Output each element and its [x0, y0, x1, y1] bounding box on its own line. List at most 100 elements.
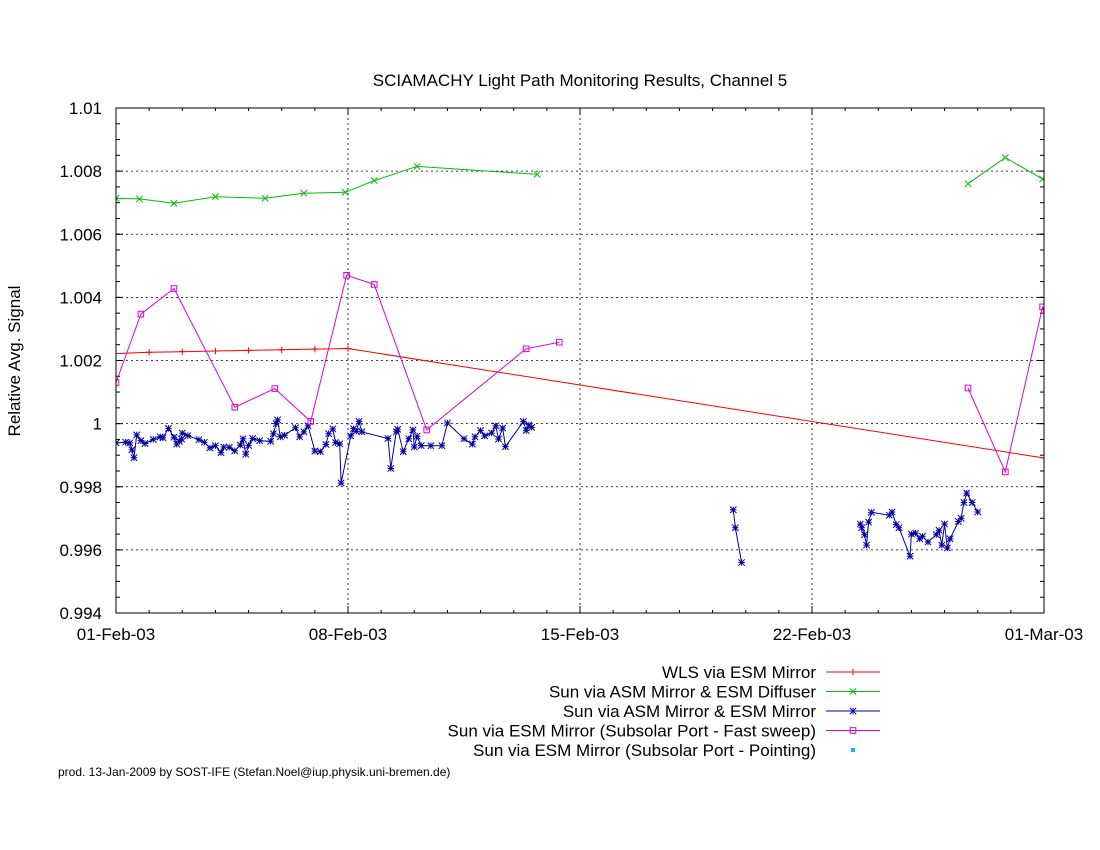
data-point: [533, 170, 541, 178]
data-point: [170, 285, 178, 292]
data-point: [410, 443, 418, 451]
data-point: [399, 448, 407, 456]
data-point: [347, 432, 355, 440]
data-point: [856, 520, 864, 528]
legend-label: Sun via ESM Mirror (Subsolar Port - Fast…: [448, 722, 816, 741]
series-1: [116, 345, 1044, 462]
x-tick-label: 01-Feb-03: [77, 625, 155, 644]
data-point: [245, 347, 252, 354]
data-point: [907, 530, 915, 538]
data-point: [413, 162, 421, 170]
data-point: [888, 508, 896, 516]
data-point: [394, 425, 402, 433]
series-4: [116, 271, 1044, 476]
data-point: [225, 443, 233, 451]
x-axis: 01-Feb-03 08-Feb-03 15-Feb-03 22-Feb-03 01-M…: [77, 108, 1083, 644]
data-point: [1039, 303, 1044, 311]
data-point: [236, 441, 244, 449]
data-point: [946, 535, 954, 543]
data-point: [269, 430, 277, 438]
data-point: [370, 177, 378, 185]
data-point: [729, 506, 737, 514]
data-point: [322, 440, 330, 449]
y-tick-label: 1.002: [59, 352, 102, 371]
data-point: [156, 433, 164, 441]
data-point: [499, 424, 507, 432]
data-point: [343, 271, 350, 279]
data-point: [492, 422, 500, 430]
data-point: [170, 199, 178, 207]
data-point: [963, 489, 971, 497]
data-point: [145, 349, 153, 356]
data-point: [126, 439, 134, 447]
data-point: [849, 687, 857, 696]
data-point: [211, 442, 219, 450]
data-point: [278, 346, 285, 353]
data-point: [206, 444, 214, 452]
data-point: [358, 428, 366, 436]
data-point: [116, 379, 120, 386]
data-point: [271, 385, 279, 392]
data-point: [304, 422, 312, 430]
series-line: [116, 274, 560, 431]
data-point: [849, 727, 857, 734]
data-point: [974, 508, 982, 516]
data-point: [122, 438, 130, 446]
data-point: [300, 189, 308, 197]
data-point: [387, 464, 395, 472]
data-point: [135, 195, 144, 203]
data-point: [336, 440, 344, 448]
x-tick-label: 22-Feb-03: [773, 625, 851, 644]
footer-credit: prod. 13-Jan-2009 by SOST-IFE (Stefan.No…: [58, 765, 450, 779]
y-tick-label: 1.008: [59, 162, 102, 181]
data-point: [938, 541, 946, 549]
series-line: [967, 157, 1044, 185]
data-point: [133, 431, 141, 439]
data-point: [116, 350, 120, 357]
data-point: [957, 514, 965, 522]
data-point: [220, 443, 228, 451]
data-point: [300, 428, 308, 436]
data-point: [311, 447, 319, 455]
data-point: [267, 437, 275, 445]
data-point: [341, 188, 349, 196]
series-line: [859, 491, 979, 557]
data-point: [409, 426, 417, 434]
data-point: [352, 427, 360, 435]
data-point: [943, 544, 951, 552]
data-point: [211, 193, 219, 201]
data-point: [137, 437, 145, 445]
data-point: [918, 532, 927, 540]
data-point: [195, 436, 203, 444]
data-point: [494, 435, 503, 443]
data-point: [239, 435, 247, 443]
data-point: [242, 450, 250, 458]
x-tick-label: 15-Feb-03: [541, 625, 619, 644]
data-point: [849, 668, 857, 676]
data-point: [231, 447, 239, 455]
data-point: [935, 526, 943, 534]
data-point: [170, 433, 178, 441]
data-point: [370, 281, 378, 288]
data-point: [231, 403, 239, 411]
data-point: [738, 558, 746, 567]
series-line: [116, 417, 533, 484]
data-point: [164, 424, 173, 432]
data-point: [427, 442, 435, 450]
data-point: [488, 429, 496, 437]
data-point: [468, 440, 476, 448]
data-point: [413, 432, 421, 440]
y-tick-label: 0.996: [59, 541, 102, 560]
x-tick-label: 01-Mar-03: [1005, 625, 1083, 644]
data-point: [1039, 175, 1044, 183]
data-point: [311, 345, 319, 353]
data-point: [217, 449, 225, 457]
data-point: [329, 425, 337, 433]
data-point: [128, 446, 136, 454]
y-tick-label: 1.01: [69, 99, 102, 118]
data-point: [417, 442, 425, 450]
plot-frame: [115, 107, 1045, 614]
y-tick-label: 1.004: [59, 288, 102, 307]
data-point: [384, 434, 392, 443]
data-point: [116, 194, 120, 202]
